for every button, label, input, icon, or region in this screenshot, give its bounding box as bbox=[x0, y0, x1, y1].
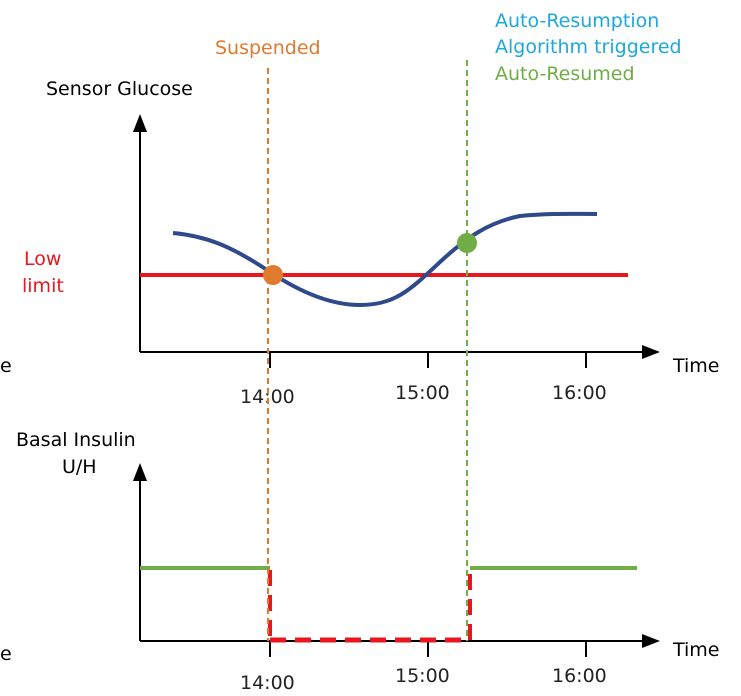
auto-resumed-label: Auto-Resumed bbox=[495, 63, 635, 85]
bottom-tick-label-3: 16:00 bbox=[552, 665, 607, 687]
auto-resumption-label-line2: Algorithm triggered bbox=[495, 36, 682, 58]
top-x-axis-arrow bbox=[642, 345, 660, 359]
bottom-x-axis-label: Time bbox=[672, 639, 720, 661]
top-x-axis-label: Time bbox=[672, 355, 720, 377]
top-y-axis-label: Sensor Glucose bbox=[46, 78, 193, 100]
top-tick-label-2: 15:00 bbox=[395, 382, 450, 404]
cropped-edge-text-top: e bbox=[0, 355, 12, 377]
low-limit-label-line2: limit bbox=[22, 275, 64, 297]
top-tick-label-3: 16:00 bbox=[552, 382, 607, 404]
bottom-x-axis-arrow bbox=[642, 634, 660, 648]
top-y-axis-arrow bbox=[133, 114, 147, 132]
cropped-edge-text-bottom: e bbox=[0, 643, 12, 665]
sensor-glucose-curve bbox=[172, 211, 598, 308]
auto-resumption-label-line1: Auto-Resumption bbox=[495, 10, 659, 32]
bottom-y-axis-arrow bbox=[133, 463, 147, 481]
bottom-y-axis-label-line1: Basal Insulin bbox=[16, 429, 136, 451]
bottom-tick-label-2: 15:00 bbox=[395, 665, 450, 687]
bottom-y-axis-label-line2: U/H bbox=[62, 456, 97, 478]
top-tick-label-1: 14:00 bbox=[240, 386, 295, 408]
low-limit-label-line1: Low bbox=[24, 248, 61, 270]
suspended-label: Suspended bbox=[215, 37, 321, 59]
bottom-tick-label-1: 14:00 bbox=[240, 672, 295, 694]
suspend-point-marker bbox=[263, 265, 283, 285]
